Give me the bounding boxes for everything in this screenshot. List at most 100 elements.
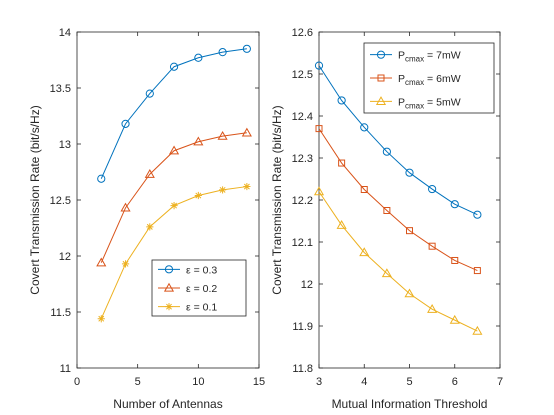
series-line xyxy=(100,132,247,263)
data-point xyxy=(120,202,131,212)
x-tick-label: 0 xyxy=(74,376,80,388)
series-1 xyxy=(97,44,251,183)
legend-marker xyxy=(164,265,174,274)
legend-marker xyxy=(163,282,175,292)
data-point xyxy=(96,257,107,267)
legend-label: Pcmax = 5mW xyxy=(398,96,461,110)
legend-entry: Pcmax = 6mW xyxy=(370,73,461,87)
data-point xyxy=(170,202,178,210)
data-point xyxy=(315,125,323,133)
y-tick-label: 11 xyxy=(60,363,71,375)
y-tick-label: 11.9 xyxy=(292,321,313,333)
data-point xyxy=(381,268,392,278)
data-point xyxy=(121,260,130,268)
data-point xyxy=(428,184,437,194)
data-point xyxy=(427,303,438,313)
series-line xyxy=(100,48,247,179)
data-point xyxy=(218,48,227,57)
series-1 xyxy=(314,61,482,219)
data-point xyxy=(337,96,346,105)
chart-2: 3 4 5 6 7 11.8 11.9 12 12.1 12.2 12.3 12.4 12.5 12.6 M… xyxy=(270,27,503,411)
data-point xyxy=(449,314,460,324)
legend-entry: ε = 0.1 xyxy=(158,302,217,314)
series-3 xyxy=(313,186,483,335)
legend-marker xyxy=(165,303,173,311)
data-point xyxy=(194,191,202,200)
data-point xyxy=(193,136,204,146)
x-tick-label: 6 xyxy=(452,376,458,388)
chart-1: 0 5 10 15 11 11.5 12 12.5 13 13.5 14 Number of Ante… xyxy=(28,27,265,411)
legend: Pcmax = 7mW Pcmax = 6mW Pcmax = 5mW xyxy=(363,42,495,114)
legend-label: Pcmax = 7mW xyxy=(398,50,461,64)
y-tick-label: 13 xyxy=(59,139,71,151)
x-tick-label: 3 xyxy=(316,376,322,388)
data-point xyxy=(473,210,482,219)
data-point xyxy=(450,200,459,209)
y-axis-label: Covert Transmission Rate (bit/s/Hz) xyxy=(28,105,42,294)
legend-label: ε = 0.3 xyxy=(186,264,217,276)
legend-label: ε = 0.1 xyxy=(186,302,217,314)
y-tick-label: 12 xyxy=(59,251,71,263)
y-tick-label: 12.3 xyxy=(292,153,313,165)
legend: ε = 0.3 ε = 0.2 ε = 0.1 xyxy=(151,259,247,317)
data-point xyxy=(472,325,483,335)
data-point xyxy=(121,119,130,128)
data-point xyxy=(405,168,414,177)
series-line xyxy=(318,65,478,216)
x-axis-label: Number of Antennas xyxy=(113,397,222,411)
y-axis-label: Covert Transmission Rate (bit/s/Hz) xyxy=(270,105,284,294)
data-point xyxy=(338,159,346,167)
data-point xyxy=(360,123,369,132)
plot-area-frame xyxy=(76,31,260,369)
data-point xyxy=(314,61,324,70)
x-tick-label: 4 xyxy=(361,376,367,388)
data-point xyxy=(194,53,203,62)
data-point xyxy=(336,219,347,229)
y-tick-label: 12.4 xyxy=(292,111,313,123)
data-point xyxy=(406,227,413,235)
legend-label: Pcmax = 6mW xyxy=(398,73,461,87)
y-tick-label: 11.5 xyxy=(50,307,71,319)
x-tick-label: 15 xyxy=(253,376,265,388)
data-point xyxy=(383,207,391,214)
data-point xyxy=(473,267,481,275)
y-tick-label: 13.5 xyxy=(50,83,71,95)
data-point xyxy=(145,89,154,98)
series-2 xyxy=(96,127,252,267)
y-tick-label: 12.5 xyxy=(50,195,71,207)
data-point xyxy=(428,242,436,250)
data-point xyxy=(243,182,251,191)
y-tick-label: 12.6 xyxy=(292,27,313,39)
legend-label: ε = 0.2 xyxy=(186,283,217,295)
data-point xyxy=(242,44,251,53)
data-point xyxy=(382,147,391,156)
x-tick-label: 7 xyxy=(497,376,503,388)
y-tick-label: 12.1 xyxy=(292,237,313,249)
legend-marker xyxy=(377,74,385,82)
data-point xyxy=(169,145,180,155)
data-point xyxy=(219,186,227,194)
series-2 xyxy=(315,125,481,275)
x-axis-label: Mutual Information Threshold xyxy=(332,397,488,411)
y-tick-label: 11.8 xyxy=(292,363,313,375)
y-tick-label: 12 xyxy=(301,279,313,291)
y-tick-label: 12.5 xyxy=(292,69,313,81)
legend-entry: ε = 0.3 xyxy=(158,264,217,276)
x-tick-label: 5 xyxy=(406,376,412,388)
y-tick-label: 14 xyxy=(59,27,71,39)
legend-marker xyxy=(376,50,386,59)
x-tick-label: 10 xyxy=(192,376,204,388)
series-line xyxy=(318,191,478,332)
data-point xyxy=(217,130,228,140)
data-point xyxy=(451,256,459,264)
legend-entry: Pcmax = 7mW xyxy=(370,50,461,64)
data-point xyxy=(169,62,179,71)
data-point xyxy=(146,223,154,231)
data-point xyxy=(97,315,105,323)
data-point xyxy=(241,127,252,137)
legend-marker xyxy=(375,96,387,105)
series-line xyxy=(318,128,478,272)
data-point xyxy=(404,288,415,298)
y-tick-label: 12.2 xyxy=(292,195,313,207)
